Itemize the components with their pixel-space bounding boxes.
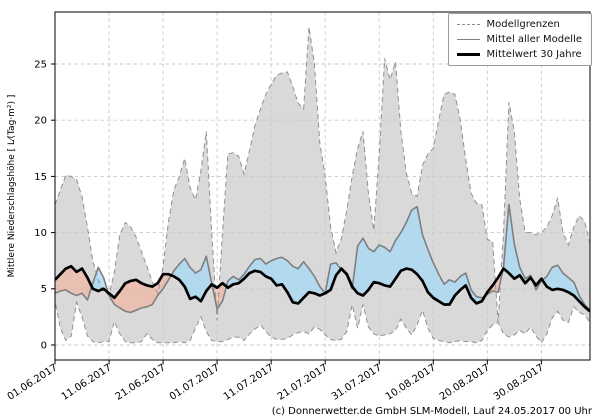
mean-30y-line	[55, 264, 590, 313]
x-tick-label: 30.08.2017	[492, 362, 546, 402]
y-tick-label: 10	[34, 228, 47, 239]
copyright-footer: (c) Donnerwetter.de GmbH SLM-Modell, Lau…	[272, 406, 593, 417]
legend-label: Mittel aller Modelle	[486, 34, 582, 45]
x-tick-label: 11.06.2017	[60, 362, 114, 402]
y-tick-label: 20	[34, 116, 47, 127]
black-line-sample-icon	[456, 53, 480, 56]
dashed-line-sample-icon	[456, 24, 480, 25]
legend-label: Modellgrenzen	[486, 19, 560, 30]
legend: Modellgrenzen Mittel aller Modelle Mitte…	[447, 13, 592, 66]
model-range-dashed-edge	[55, 26, 590, 344]
y-tick-label: 25	[34, 59, 47, 70]
model-range-band-edges	[55, 26, 590, 344]
below-normal-fill	[55, 266, 543, 313]
gray-line-sample-icon	[456, 39, 480, 40]
legend-item-mittel-aller-modelle: Mittel aller Modelle	[456, 34, 582, 45]
legend-item-modellgrenzen: Modellgrenzen	[456, 19, 582, 30]
x-tick-label: 20.08.2017	[438, 362, 492, 402]
x-tick-label: 01.07.2017	[168, 362, 222, 402]
x-tick-label: 11.07.2017	[222, 362, 276, 402]
y-axis-label: Mittlere Niederschlagshöhe [ L⁄(Tag·m²) …	[7, 95, 17, 278]
y-tick-label: 15	[34, 172, 47, 183]
axes	[51, 11, 591, 365]
plot-border	[54, 11, 591, 361]
y-tick-label: 0	[41, 340, 47, 351]
legend-item-mittelwert-30-jahre: Mittelwert 30 Jahre	[456, 49, 582, 60]
x-tick-label: 10.08.2017	[384, 362, 438, 402]
legend-label: Mittelwert 30 Jahre	[486, 49, 582, 60]
model-mean-line	[55, 203, 590, 314]
x-tick-label: 31.07.2017	[330, 362, 384, 402]
x-tick-label: 21.06.2017	[114, 362, 168, 402]
y-tick-label: 5	[41, 284, 47, 295]
x-tick-label: 21.07.2017	[276, 362, 330, 402]
series-lines	[55, 203, 590, 314]
x-tick-label: 01.06.2017	[6, 362, 60, 402]
